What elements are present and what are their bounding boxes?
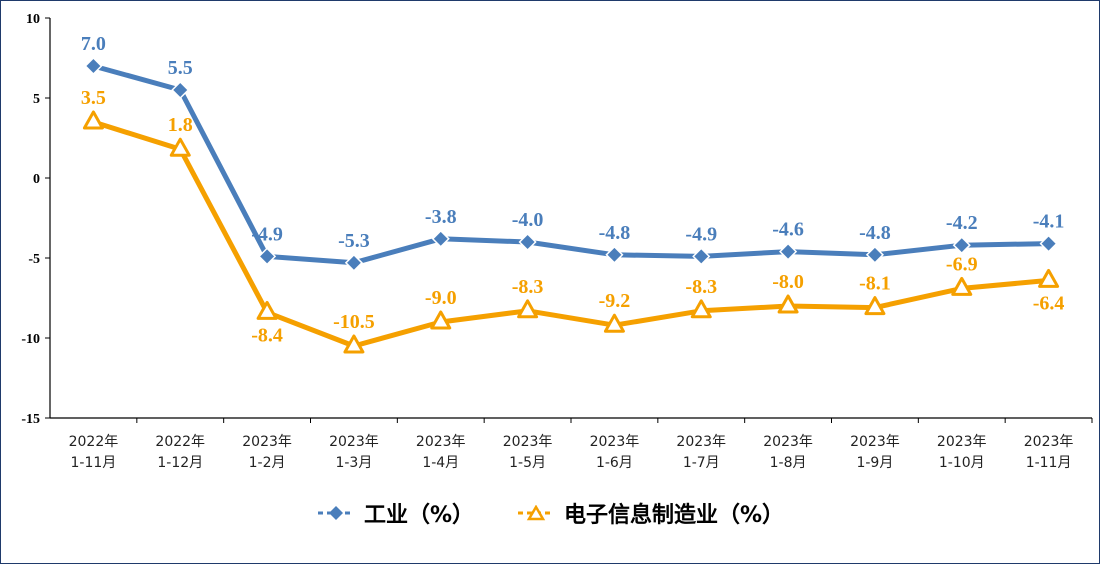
data-label: -9.0 bbox=[425, 287, 457, 309]
legend: 工业（%） 电子信息制造业（%） bbox=[0, 497, 1100, 529]
data-point-triangle bbox=[951, 276, 973, 296]
data-label: 3.5 bbox=[81, 87, 106, 109]
data-point-diamond bbox=[431, 229, 450, 248]
data-label: -6.4 bbox=[1033, 292, 1065, 314]
y-tick-label: -15 bbox=[21, 412, 40, 427]
data-label: -6.9 bbox=[946, 253, 978, 275]
data-label: -4.2 bbox=[946, 212, 978, 234]
data-point-diamond bbox=[605, 245, 624, 264]
data-point-diamond bbox=[258, 247, 277, 266]
data-label: -4.6 bbox=[772, 219, 804, 241]
x-tick-label: 2023年 1-5月 bbox=[503, 434, 553, 471]
data-point-diamond bbox=[779, 242, 798, 261]
legend-marker-diamond-icon bbox=[317, 506, 354, 520]
data-point-triangle bbox=[690, 299, 712, 319]
y-tick-label: 5 bbox=[33, 92, 40, 107]
data-point-triangle bbox=[1038, 268, 1060, 288]
data-label: 7.0 bbox=[81, 33, 106, 55]
data-label: -5.3 bbox=[338, 230, 370, 252]
data-label: -4.8 bbox=[599, 222, 631, 244]
data-label: -8.0 bbox=[772, 271, 804, 293]
data-point-diamond bbox=[692, 247, 711, 266]
data-label: -8.4 bbox=[251, 324, 283, 346]
data-label: 1.8 bbox=[168, 114, 193, 136]
legend-label-industry: 工业（%） bbox=[363, 503, 474, 528]
data-point-diamond bbox=[84, 56, 103, 76]
y-tick-label: 10 bbox=[26, 12, 40, 27]
x-tick-label: 2023年 1-7月 bbox=[676, 434, 726, 471]
x-tick-label: 2023年 1-8月 bbox=[763, 434, 813, 471]
data-label: -4.9 bbox=[251, 223, 283, 245]
legend-item-electronics: 电子信息制造业（%） bbox=[516, 497, 784, 529]
x-tick-label: 2023年 1-2月 bbox=[242, 434, 292, 471]
data-label: -4.0 bbox=[512, 209, 544, 231]
x-tick-label: 2023年 1-3月 bbox=[329, 434, 379, 471]
data-label: -9.2 bbox=[599, 290, 631, 312]
legend-marker-triangle-icon bbox=[518, 505, 554, 521]
x-tick-label: 2023年 1-11月 bbox=[1024, 434, 1074, 471]
x-tick-label: 2023年 1-4月 bbox=[416, 434, 466, 471]
x-tick-label: 2023年 1-10月 bbox=[937, 434, 987, 471]
data-point-diamond bbox=[952, 236, 971, 255]
data-point-triangle bbox=[864, 296, 886, 316]
data-point-triangle bbox=[603, 313, 625, 333]
data-point-triangle bbox=[256, 300, 278, 320]
data-label: -4.8 bbox=[859, 222, 891, 244]
y-tick-label: 0 bbox=[33, 172, 40, 187]
data-label: -4.9 bbox=[685, 223, 717, 245]
data-label: -3.8 bbox=[425, 206, 457, 228]
y-tick-label: -10 bbox=[21, 332, 40, 347]
data-point-triangle bbox=[343, 334, 365, 354]
x-tick-label: 2023年 1-9月 bbox=[850, 434, 900, 471]
data-label: -8.1 bbox=[859, 273, 891, 295]
x-tick-label: 2023年 1-6月 bbox=[590, 434, 640, 471]
data-point-triangle bbox=[430, 310, 452, 330]
series-line-1 bbox=[90, 119, 1052, 349]
data-label: -8.3 bbox=[512, 276, 544, 298]
data-point-diamond bbox=[518, 232, 537, 252]
data-label: 5.5 bbox=[168, 57, 193, 79]
data-point-diamond bbox=[344, 253, 363, 272]
data-point-triangle bbox=[82, 110, 104, 130]
data-point-triangle bbox=[777, 294, 799, 314]
data-point-triangle bbox=[169, 137, 191, 157]
x-tick-label: 2022年 1-11月 bbox=[69, 434, 119, 471]
data-label: -4.1 bbox=[1033, 211, 1065, 233]
line-chart: 10 5 0 -5 -10 -15 2022年 1-11月 2022年 1-12月 2023年 1-2… bbox=[21, 12, 1093, 471]
data-point-diamond bbox=[1039, 234, 1058, 253]
data-point-diamond bbox=[171, 80, 190, 100]
y-tick-label: -5 bbox=[28, 252, 40, 267]
data-label: -10.5 bbox=[333, 311, 375, 333]
data-point-triangle bbox=[517, 299, 539, 319]
data-label: -8.3 bbox=[685, 276, 717, 298]
series-line-0 bbox=[90, 63, 1052, 266]
data-point-diamond bbox=[865, 245, 884, 264]
legend-label-electronics: 电子信息制造业（%） bbox=[564, 503, 785, 528]
x-tick-label: 2022年 1-12月 bbox=[155, 434, 205, 471]
legend-item-industry: 工业（%） bbox=[316, 497, 474, 529]
